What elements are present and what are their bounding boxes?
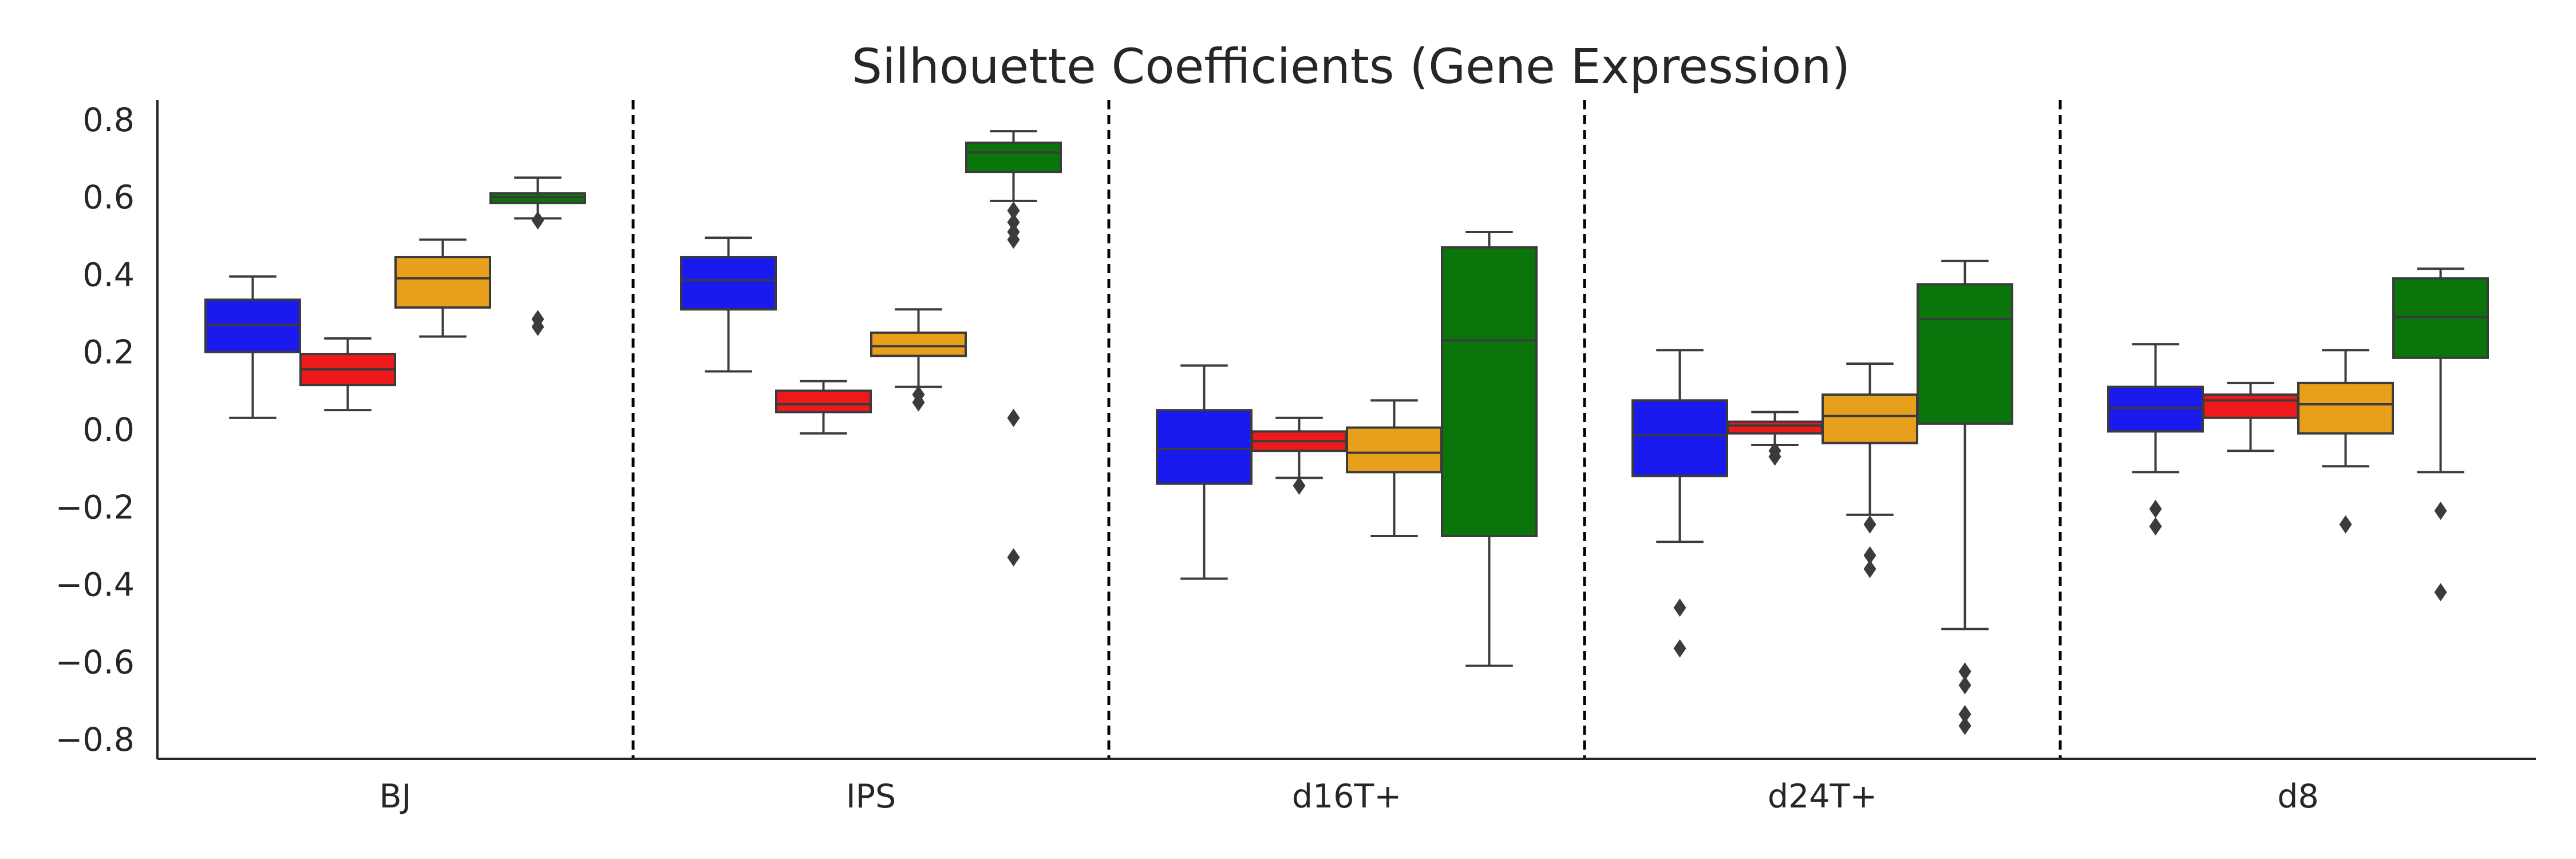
outlier-point bbox=[2149, 517, 2162, 536]
x-tick-label: d8 bbox=[2277, 778, 2318, 815]
outlier-point bbox=[1958, 705, 1971, 724]
box-body bbox=[1346, 426, 1443, 474]
box-body bbox=[965, 141, 1062, 174]
box-IPS-2 bbox=[775, 380, 872, 435]
outlier-point bbox=[1007, 548, 1020, 567]
box-IPS-1 bbox=[680, 237, 777, 373]
y-tick-label: −0.4 bbox=[56, 566, 135, 604]
box-BJ-1 bbox=[204, 275, 301, 419]
box-body bbox=[1822, 393, 1918, 444]
box-d24T+-3 bbox=[1822, 362, 1918, 578]
box-body bbox=[870, 331, 967, 357]
x-tick-label: IPS bbox=[846, 778, 896, 815]
chart-title: Silhouette Coefficients (Gene Expression… bbox=[852, 38, 1850, 94]
x-tick-label: d24T+ bbox=[1768, 778, 1877, 815]
box-body bbox=[2297, 381, 2394, 435]
x-tick-label: BJ bbox=[380, 778, 412, 815]
box-body bbox=[1726, 420, 1823, 435]
outlier-point bbox=[1007, 408, 1020, 427]
outlier-point bbox=[2434, 502, 2447, 521]
box-d8-4 bbox=[2392, 267, 2489, 602]
y-tick-label: 0.6 bbox=[82, 179, 135, 216]
box-d24T+-2 bbox=[1726, 411, 1823, 466]
box-body bbox=[1631, 399, 1728, 478]
outlier-point bbox=[1673, 639, 1686, 658]
box-d24T+-4 bbox=[1917, 259, 2013, 735]
box-body bbox=[680, 255, 777, 311]
box-d8-2 bbox=[2202, 381, 2299, 452]
outlier-point bbox=[2339, 515, 2352, 534]
group-separators bbox=[631, 100, 2062, 759]
outlier-point bbox=[1863, 546, 1876, 565]
outlier-point bbox=[1863, 515, 1876, 534]
outlier-point bbox=[2434, 583, 2447, 602]
outlier-point bbox=[2149, 499, 2162, 518]
x-tick-label: d16T+ bbox=[1292, 778, 1401, 815]
outlier-point bbox=[1007, 230, 1020, 249]
outlier-point bbox=[1293, 476, 1306, 495]
box-d8-1 bbox=[2107, 343, 2204, 536]
outlier-point bbox=[1768, 447, 1781, 466]
y-tick-label: 0.0 bbox=[82, 411, 135, 449]
outlier-point bbox=[1958, 716, 1971, 735]
y-tick-label: 0.2 bbox=[82, 334, 135, 372]
y-tick-label: −0.8 bbox=[56, 721, 135, 759]
box-d24T+-1 bbox=[1631, 349, 1728, 658]
box-plots bbox=[204, 130, 2489, 735]
box-IPS-3 bbox=[870, 308, 967, 412]
box-d16T+-3 bbox=[1346, 399, 1443, 538]
y-tick-label: −0.2 bbox=[56, 488, 135, 526]
x-axis-labels: BJ IPS d16T+ d24T+ d8 bbox=[380, 778, 2319, 815]
y-tick-label: 0.8 bbox=[82, 101, 135, 139]
box-body bbox=[394, 255, 491, 309]
outlier-point bbox=[912, 393, 925, 412]
outlier-point bbox=[1958, 676, 1971, 695]
outlier-point bbox=[1673, 598, 1686, 617]
box-body bbox=[1156, 409, 1253, 485]
outlier-point bbox=[1863, 559, 1876, 578]
box-body bbox=[1917, 283, 2013, 425]
outlier-point bbox=[1007, 201, 1020, 220]
box-body bbox=[1441, 246, 1538, 538]
outlier-point bbox=[531, 317, 544, 336]
outlier-point bbox=[1007, 213, 1020, 232]
box-d8-3 bbox=[2297, 349, 2394, 534]
box-body bbox=[2202, 393, 2299, 419]
box-body bbox=[775, 389, 872, 413]
box-d16T+-2 bbox=[1251, 416, 1348, 495]
box-d16T+-4 bbox=[1441, 231, 1538, 667]
box-BJ-2 bbox=[299, 337, 396, 412]
outlier-point bbox=[1958, 662, 1971, 681]
outlier-point bbox=[531, 211, 544, 230]
y-axis-ticks: 0.8 0.6 0.4 0.2 0.0 −0.2 −0.4 −0.6 −0.8 bbox=[56, 101, 135, 759]
box-BJ-3 bbox=[394, 238, 491, 338]
box-IPS-4 bbox=[965, 130, 1062, 567]
box-BJ-4 bbox=[489, 176, 586, 336]
y-tick-label: 0.4 bbox=[82, 256, 135, 294]
box-d16T+-1 bbox=[1156, 364, 1253, 580]
y-tick-label: −0.6 bbox=[56, 644, 135, 681]
